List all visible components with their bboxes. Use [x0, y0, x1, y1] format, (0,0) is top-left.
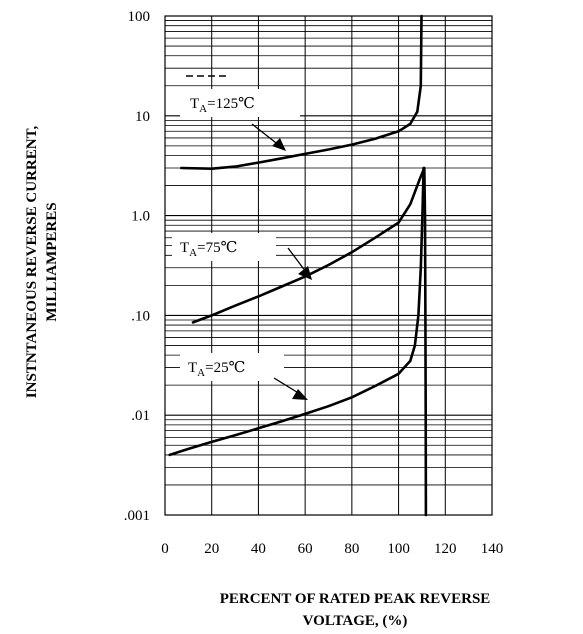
annotation-75c: TA=75℃	[172, 233, 312, 280]
arrow-head-125c	[272, 138, 286, 151]
y-axis-label-line2: MILLIAMPERES	[44, 202, 60, 321]
plot-frame	[164, 15, 493, 516]
label-mask	[172, 233, 276, 261]
series-line-2	[168, 166, 425, 457]
arrow-shaft-25c	[273, 377, 301, 395]
x-axis-label-line1: PERCENT OF RATED PEAK REVERSE	[220, 591, 491, 607]
x-tick-label: 40	[251, 541, 266, 557]
y-axis-label-line1: INSTNTANEOUS REVERSE CURRENT,	[24, 126, 40, 399]
label-75c: TA=75℃	[180, 240, 237, 259]
y-tick-label: .10	[131, 308, 150, 324]
label-125c: TA=125℃	[190, 96, 255, 115]
x-tick-label: 20	[204, 541, 219, 557]
x-tick-label: 0	[161, 541, 169, 557]
series-lines	[168, 14, 428, 517]
y-tick-label: 10	[135, 109, 150, 125]
series-line-1	[191, 166, 428, 517]
x-tick-label: 80	[344, 541, 359, 557]
series-line-0	[180, 14, 423, 170]
arrow-shaft-125c	[251, 123, 281, 147]
x-tick-label: 60	[298, 541, 313, 557]
x-axis-label-line2: VOLTAGE, (%)	[303, 613, 408, 629]
label-25c: TA=25℃	[188, 360, 245, 379]
label-mask	[180, 89, 300, 117]
y-tick-label: 100	[128, 9, 151, 25]
arrow-head-25c	[292, 389, 308, 400]
label-mask	[180, 353, 284, 381]
x-tick-label: 100	[387, 541, 410, 557]
arrow-shaft-75c	[287, 247, 307, 273]
y-axis-ticks: .001 .01 .10 1.0 10 100	[124, 9, 150, 524]
arrow-head-75c	[298, 266, 312, 280]
x-axis-ticks: 0 20 40 60 80 100 120 140	[161, 541, 503, 557]
annotation-25c: TA=25℃	[180, 353, 308, 400]
x-tick-label: 120	[434, 541, 457, 557]
annotation-125c: TA=125℃	[180, 75, 300, 151]
x-tick-label: 140	[481, 541, 504, 557]
y-tick-label: .001	[124, 508, 150, 524]
y-tick-label: 1.0	[131, 209, 150, 225]
y-tick-label: .01	[131, 408, 150, 424]
